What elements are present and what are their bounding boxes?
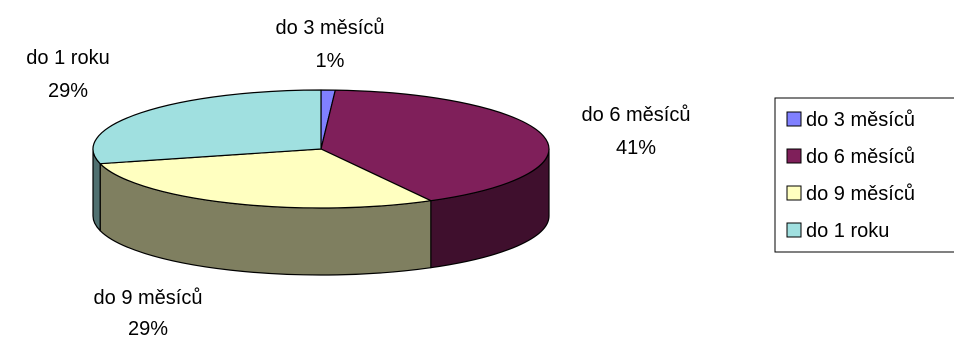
data-label-value-0: 1% (316, 50, 345, 72)
legend-frame (774, 97, 954, 253)
data-label-name-1: do 6 měsíců (582, 104, 691, 126)
data-label-value-1: 41% (616, 137, 656, 159)
pie-slice-2 (99, 148, 432, 209)
data-labels: do 3 měsíců 1% do 6 měsíců 41% do 9 měsí… (26, 17, 690, 338)
data-label-name-3: do 1 roku (26, 47, 109, 69)
data-label-value-2: 29% (128, 318, 168, 338)
legend-label-1: do 6 měsíců (806, 146, 915, 168)
legend-swatch-2 (786, 185, 802, 201)
legend: do 3 měsíců do 6 měsíců do 9 měsíců do 1… (774, 97, 954, 253)
data-label-name-0: do 3 měsíců (276, 17, 385, 39)
legend-swatch-3 (786, 222, 802, 238)
legend-swatch-1 (786, 148, 802, 164)
legend-label-2: do 9 měsíců (806, 183, 915, 205)
pie-slice-1 (320, 89, 550, 202)
pie-slice-3 (92, 89, 322, 165)
legend-swatch-0 (786, 111, 802, 127)
pie-plot-area (92, 89, 550, 276)
legend-label-3: do 1 roku (806, 220, 889, 242)
data-label-value-3: 29% (48, 80, 88, 102)
data-label-name-2: do 9 měsíců (94, 287, 203, 309)
legend-label-0: do 3 měsíců (806, 109, 915, 131)
